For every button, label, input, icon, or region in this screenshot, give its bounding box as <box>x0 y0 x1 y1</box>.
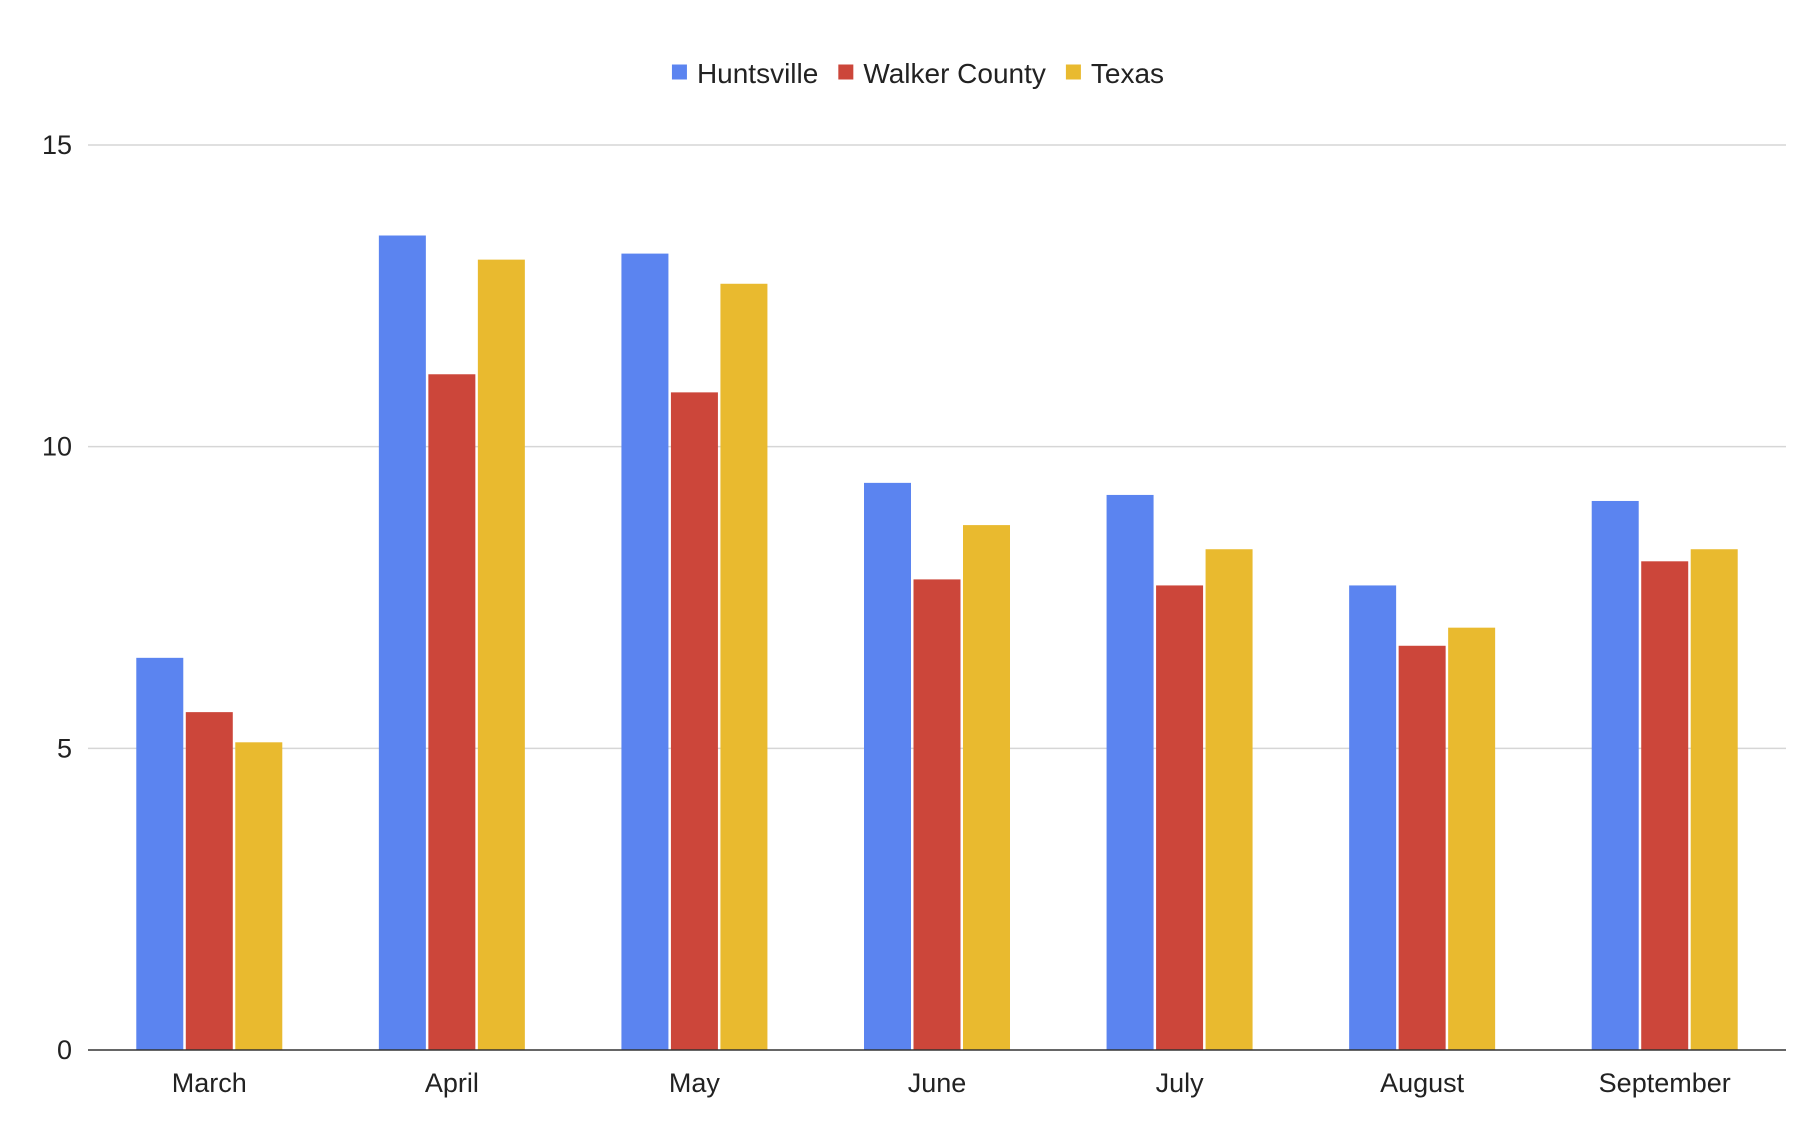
legend-swatch <box>1065 64 1081 80</box>
x-tick-label: May <box>669 1068 721 1098</box>
bar-texas-april <box>477 259 525 1051</box>
bar-walker-county-april <box>428 374 476 1050</box>
y-tick-label: 10 <box>42 432 72 462</box>
legend-item-texas: Texas <box>1065 58 1164 89</box>
bar-texas-september <box>1690 549 1738 1050</box>
bar-texas-august <box>1448 627 1496 1050</box>
bar-huntsville-september <box>1591 500 1639 1050</box>
legend-item-walker-county: Walker County <box>838 58 1046 89</box>
x-tick-label: September <box>1599 1068 1731 1098</box>
bar-walker-county-june <box>913 579 961 1050</box>
bar-walker-county-july <box>1156 585 1204 1050</box>
bar-texas-june <box>963 525 1010 1050</box>
bar-walker-county-september <box>1641 561 1689 1050</box>
bar-huntsville-may <box>621 253 669 1051</box>
legend-label: Walker County <box>863 58 1046 89</box>
bar-texas-march <box>235 742 283 1050</box>
bar-walker-county-march <box>185 712 233 1050</box>
y-tick-label: 5 <box>57 733 72 763</box>
x-tick-label: July <box>1156 1068 1205 1098</box>
bar-huntsville-august <box>1349 585 1397 1050</box>
y-tick-label: 15 <box>42 130 72 160</box>
legend-swatch <box>838 64 854 80</box>
legend-swatch <box>671 64 687 80</box>
bar-huntsville-july <box>1106 494 1154 1050</box>
bar-huntsville-april <box>378 235 426 1050</box>
legend-label: Huntsville <box>697 58 818 89</box>
legend-item-huntsville: Huntsville <box>671 58 818 89</box>
bar-texas-may <box>720 283 768 1050</box>
chart-legend: Huntsville Walker County Texas <box>671 58 1164 89</box>
chart-bars <box>136 235 1738 1051</box>
x-tick-label: April <box>425 1068 479 1098</box>
x-axis: March April May June July August September <box>88 1049 1786 1098</box>
bar-huntsville-march <box>136 657 184 1050</box>
bar-texas-july <box>1205 549 1253 1050</box>
x-tick-label: March <box>172 1068 247 1098</box>
bar-walker-county-august <box>1398 645 1446 1050</box>
bar-huntsville-june <box>864 482 911 1050</box>
legend-label: Texas <box>1091 58 1164 89</box>
bar-walker-county-may <box>670 392 718 1050</box>
x-tick-label: June <box>908 1068 967 1098</box>
y-tick-label: 0 <box>57 1035 72 1065</box>
y-axis: 0 5 10 15 <box>42 130 72 1065</box>
x-tick-label: August <box>1380 1068 1465 1098</box>
